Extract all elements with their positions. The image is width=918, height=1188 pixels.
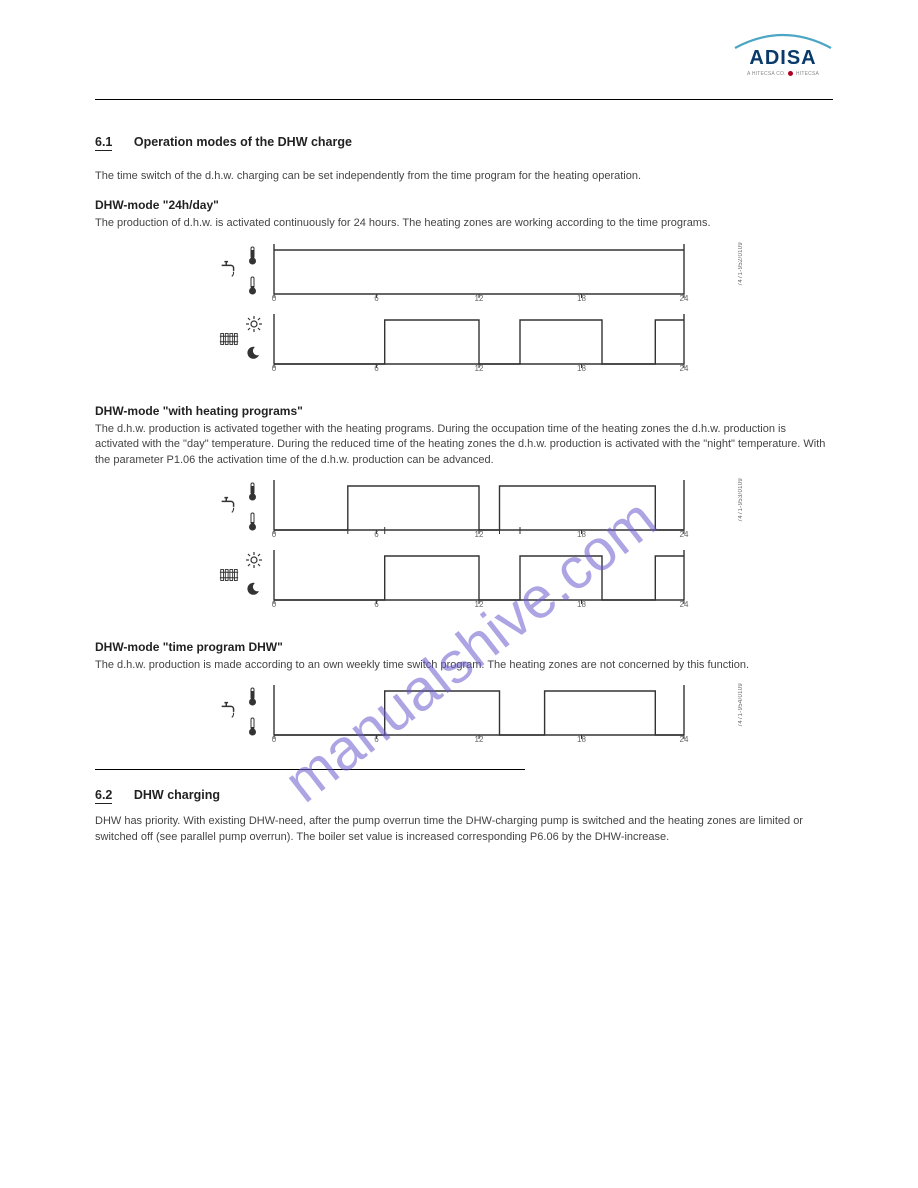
footer-number: 6.2	[95, 788, 112, 804]
thermo-low-icon	[246, 512, 260, 535]
diagram-1: 7471-952/0109 06121824 06121824	[270, 242, 730, 370]
footer-heading: 6.2 DHW charging	[95, 788, 833, 804]
section-heading: 6.1 Operation modes of the DHW charge	[95, 135, 833, 151]
thermo-high-icon	[246, 246, 260, 269]
brand-logo: ADISA A HITECSA CO. HITECSA	[733, 30, 833, 77]
section-title: Operation modes of the DHW charge	[134, 135, 352, 149]
sun-icon	[246, 552, 262, 571]
d2-dhw-row: 7471-953/0109 06121824	[270, 478, 730, 536]
section-divider	[95, 769, 525, 770]
thermo-low-icon	[246, 276, 260, 299]
tap-icon	[218, 258, 240, 283]
mode3-block: DHW-mode "time program DHW" The d.h.w. p…	[95, 640, 833, 741]
side-code-2: 7471-953/0109	[738, 478, 744, 522]
intro-text: The time switch of the d.h.w. charging c…	[95, 169, 833, 184]
radiator-icon	[218, 564, 240, 589]
footer-text: DHW has priority. With existing DHW-need…	[95, 814, 833, 845]
d3-dhw-chart	[270, 683, 688, 739]
mode3-text: The d.h.w. production is made according …	[95, 658, 833, 673]
diagram-2: 7471-953/0109 06121824 06121824	[270, 478, 730, 606]
section-number: 6.1	[95, 135, 112, 151]
d1-heat-row: 06121824	[270, 312, 730, 370]
thermo-high-icon	[246, 482, 260, 505]
footer-title: DHW charging	[134, 788, 220, 802]
d2-dhw-ticks: 06121824	[270, 530, 730, 544]
header: ADISA A HITECSA CO. HITECSA	[95, 30, 833, 95]
d1-dhw-row: 7471-952/0109 06121824	[270, 242, 730, 300]
page: ADISA A HITECSA CO. HITECSA 6.1 Operatio…	[95, 30, 833, 845]
mode3-title: DHW-mode "time program DHW"	[95, 640, 833, 654]
d1-dhw-chart	[270, 242, 688, 298]
moon-icon	[246, 346, 260, 363]
moon-icon	[246, 582, 260, 599]
thermo-low-icon	[246, 717, 260, 740]
d3-dhw-row: 7471-954/0109 06121824	[270, 683, 730, 741]
d2-heat-ticks: 06121824	[270, 600, 730, 614]
sun-icon	[246, 316, 262, 335]
radiator-icon	[218, 328, 240, 353]
mode2-block: DHW-mode "with heating programs" The d.h…	[95, 404, 833, 606]
d1-heat-chart	[270, 312, 688, 368]
tap-icon	[218, 699, 240, 724]
d2-heat-chart	[270, 548, 688, 604]
thermo-high-icon	[246, 687, 260, 710]
mode2-title: DHW-mode "with heating programs"	[95, 404, 833, 418]
logo-subtext: A HITECSA CO. HITECSA	[733, 71, 833, 77]
d1-heat-ticks: 06121824	[270, 364, 730, 378]
mode1-text: The production of d.h.w. is activated co…	[95, 216, 833, 231]
logo-dot-icon	[788, 71, 793, 76]
d2-heat-row: 06121824	[270, 548, 730, 606]
side-code-1: 7471-952/0109	[738, 242, 744, 286]
header-divider	[95, 99, 833, 100]
mode1-title: DHW-mode "24h/day"	[95, 198, 833, 212]
d3-dhw-ticks: 06121824	[270, 735, 730, 749]
mode1-block: DHW-mode "24h/day" The production of d.h…	[95, 198, 833, 369]
d2-dhw-chart	[270, 478, 688, 534]
logo-text: ADISA	[733, 47, 833, 70]
tap-icon	[218, 494, 240, 519]
diagram-3: 7471-954/0109 06121824	[270, 683, 730, 741]
mode2-text: The d.h.w. production is activated toget…	[95, 422, 833, 468]
side-code-3: 7471-954/0109	[738, 683, 744, 727]
d1-dhw-ticks: 06121824	[270, 294, 730, 308]
